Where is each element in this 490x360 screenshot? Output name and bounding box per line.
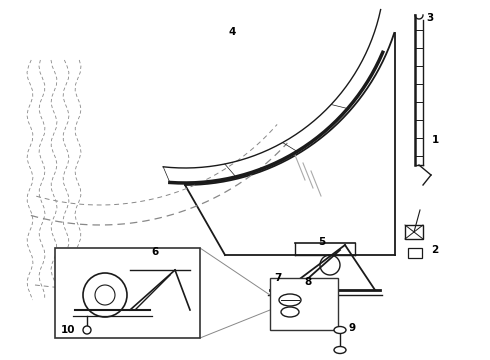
- Ellipse shape: [279, 294, 301, 306]
- Text: 1: 1: [431, 135, 439, 145]
- Bar: [270, 278, 338, 330]
- Bar: [55, 248, 200, 338]
- Text: 9: 9: [348, 323, 356, 333]
- Text: 2: 2: [431, 245, 439, 255]
- Bar: [405, 225, 423, 239]
- Circle shape: [320, 255, 340, 275]
- Text: 6: 6: [151, 247, 159, 257]
- Text: 7: 7: [274, 273, 282, 283]
- Ellipse shape: [281, 307, 299, 317]
- Text: 8: 8: [304, 277, 312, 287]
- Ellipse shape: [334, 327, 346, 333]
- Text: 5: 5: [318, 237, 326, 247]
- Text: 3: 3: [426, 13, 434, 23]
- Text: 4: 4: [228, 27, 236, 37]
- Ellipse shape: [334, 346, 346, 354]
- Bar: [408, 248, 422, 258]
- Circle shape: [83, 273, 127, 317]
- Circle shape: [95, 285, 115, 305]
- Circle shape: [83, 326, 91, 334]
- Text: 10: 10: [61, 325, 75, 335]
